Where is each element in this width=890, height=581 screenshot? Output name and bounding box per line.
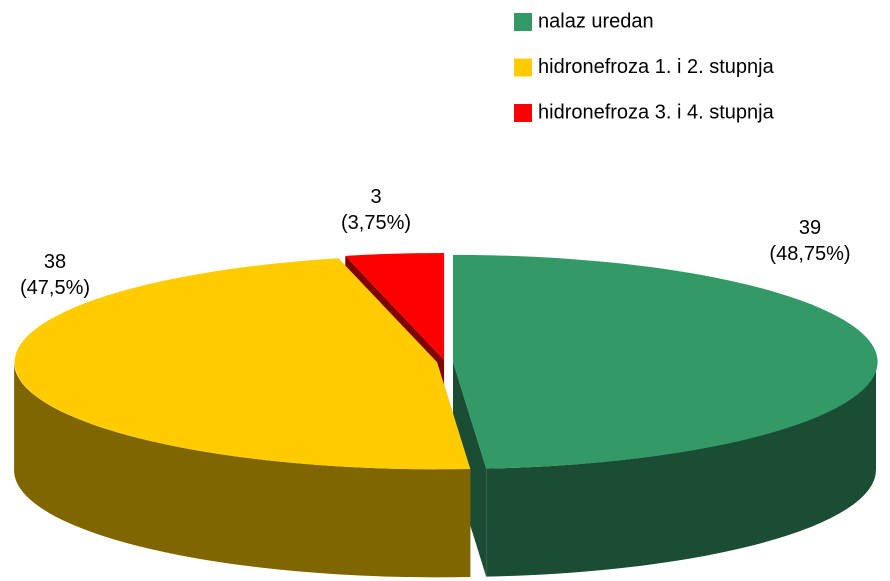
value-label: 39 (48,75%) <box>769 217 851 265</box>
slice-wall <box>486 361 877 577</box>
legend-label: hidronefroza 3. i 4. stupnja <box>538 101 775 123</box>
legend-swatch <box>514 104 532 122</box>
value-label: 3 (3,75%) <box>340 186 412 234</box>
value-label: 38 (47,5%) <box>19 251 91 299</box>
legend-swatch <box>514 13 532 31</box>
slice-wall <box>14 362 471 578</box>
legend-swatch <box>514 58 532 77</box>
slice <box>345 252 445 360</box>
legend-label: nalaz uredan <box>538 10 654 32</box>
slice <box>453 254 878 469</box>
slice <box>14 258 471 470</box>
legend-label: hidronefroza 1. i 2. stupnja <box>538 56 775 78</box>
